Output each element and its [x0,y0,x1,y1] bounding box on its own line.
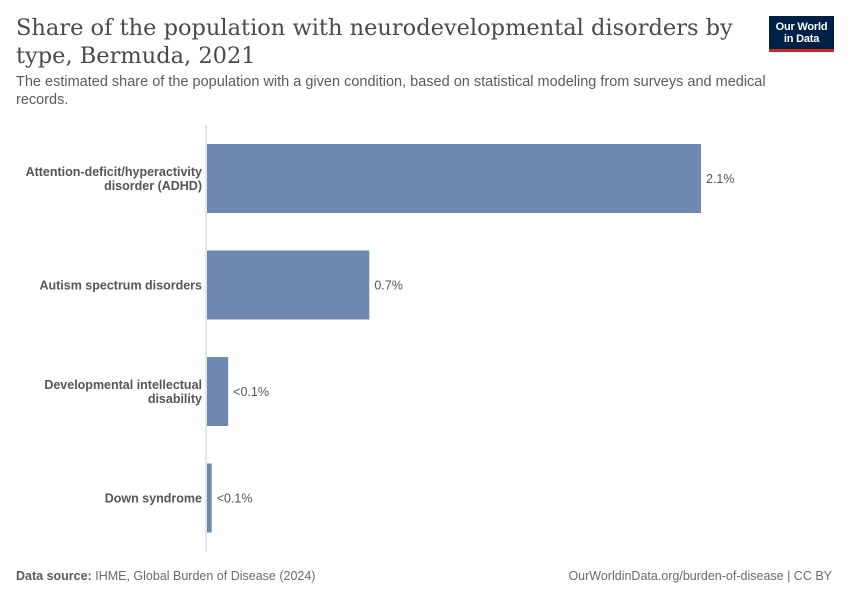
data-source-label: Data source: [16,569,92,583]
value-label-developmental-intellectual-disability: <0.1% [233,385,269,399]
bar-down-syndrome[interactable] [207,463,212,533]
bar-autism-spectrum-disorders[interactable] [207,250,370,320]
data-source-text: IHME, Global Burden of Disease (2024) [95,569,316,583]
category-label-line: Attention-deficit/hyperactivity [26,165,202,179]
category-label-line: Down syndrome [105,492,202,506]
bars-group: Attention-deficit/hyperactivity disorder … [26,144,735,533]
category-label-down-syndrome: Down syndrome [105,492,202,506]
category-label-line: Autism spectrum disorders [39,279,202,293]
data-source: Data source: IHME, Global Burden of Dise… [16,569,315,583]
category-label-developmental-intellectual-disability: Developmental intellectual disability [44,378,202,406]
category-label-line: Developmental intellectual [44,378,202,392]
chart-title: Share of the population with neurodevelo… [16,15,733,69]
value-label-autism-spectrum-disorders: 0.7% [374,279,403,293]
bar-chart: Attention-deficit/hyperactivity disorder … [26,125,735,552]
source-link[interactable]: OurWorldinData.org/burden-of-disease | C… [568,569,832,583]
value-label-attention-deficit-hyperactivity-disorder-adhd: 2.1% [706,172,735,186]
owid-logo[interactable]: Our World in Data [769,16,834,52]
category-label-autism-spectrum-disorders: Autism spectrum disorders [39,279,202,293]
logo-line-2: in Data [783,32,820,45]
category-label-attention-deficit-hyperactivity-disorder-adhd: Attention-deficit/hyperactivity disorder … [26,165,202,193]
value-label-down-syndrome: <0.1% [217,492,253,506]
chart-subtitle: The estimated share of the population wi… [16,74,766,108]
category-label-line: disorder (ADHD) [104,179,202,193]
logo-line-1: Our World [775,20,828,33]
bar-attention-deficit-hyperactivity-disorder-adhd[interactable] [207,144,701,213]
category-label-line: disability [148,392,202,406]
bar-developmental-intellectual-disability[interactable] [207,357,229,426]
